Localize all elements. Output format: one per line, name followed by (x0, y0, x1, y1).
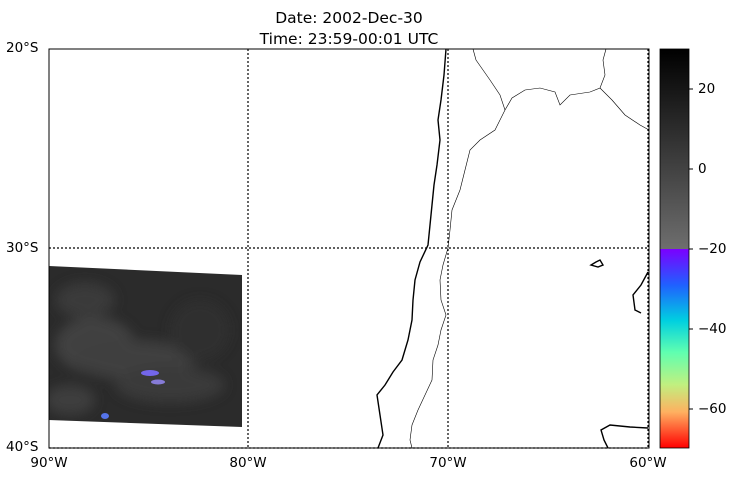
map-frame (48, 48, 650, 449)
lat-tick-label: 20°S (6, 40, 39, 56)
colorbar-tick-label: −20 (698, 241, 727, 257)
map-title-time: Time: 23:59-00:01 UTC (259, 30, 439, 48)
lat-tick-label: 40°S (6, 439, 39, 455)
coastline (376, 48, 649, 449)
colorbar-tick-label: 20 (698, 81, 716, 97)
lon-tick-label: 80°W (229, 455, 267, 471)
lon-tick-label: 90°W (30, 455, 68, 471)
map-title-date: Date: 2002-Dec-30 (275, 9, 423, 27)
lon-tick-label: 60°W (629, 455, 667, 471)
colorbar-tick-label: −60 (698, 401, 727, 417)
country-borders (409, 48, 650, 449)
colorbar-tick-label: −40 (698, 321, 727, 337)
satellite-swath (49, 266, 242, 427)
colorbar-gray-segment (660, 49, 689, 249)
lat-tick-label: 30°S (6, 240, 39, 256)
lon-tick-label: 70°W (429, 455, 467, 471)
colorbar (659, 48, 693, 449)
colorbar-color-segment (660, 249, 689, 448)
cold-cloud-spots (101, 370, 165, 419)
colorbar-tick-label: 0 (698, 161, 707, 177)
